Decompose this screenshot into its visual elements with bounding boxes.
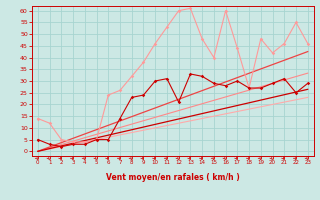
- X-axis label: Vent moyen/en rafales ( km/h ): Vent moyen/en rafales ( km/h ): [106, 174, 240, 183]
